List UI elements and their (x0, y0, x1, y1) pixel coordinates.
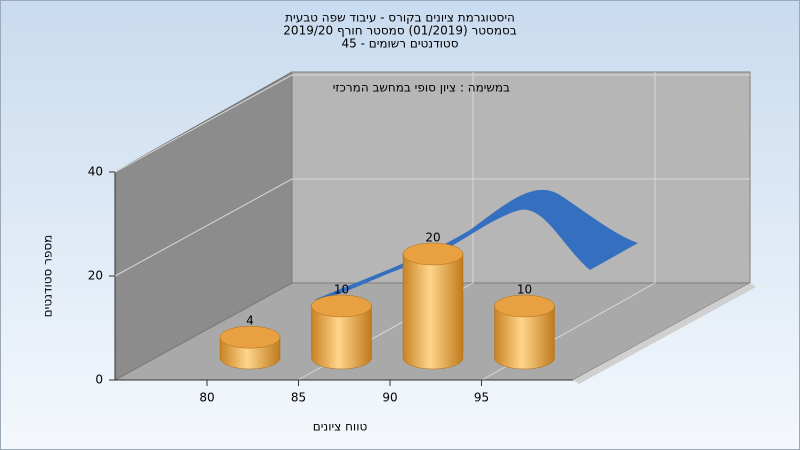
x-tick-label: 85 (291, 391, 306, 405)
x-tick-label: 80 (199, 391, 214, 405)
bar-top (402, 242, 464, 266)
bar-top (311, 294, 372, 318)
value-label: 10 (517, 283, 532, 297)
back-wall (291, 71, 751, 284)
x-tick-label: 95 (474, 391, 489, 405)
y-tick-label: 0 (95, 373, 103, 387)
bar (311, 305, 372, 370)
chart-title: היסטוגרמת ציונים בקורס - עיבוד שפה טבעית (285, 11, 515, 25)
value-label: 4 (246, 314, 254, 328)
y-tick-label: 20 (88, 269, 103, 283)
bar-top (494, 294, 555, 318)
chart-title: בסמסטר (01/2019) סמסטר חורף 2019/20 (283, 24, 516, 38)
bar (494, 305, 555, 370)
bar (402, 253, 464, 370)
x-axis-label: טווח ציונים (313, 420, 368, 434)
annotation: במשימה : ציון סופי במחשב המרכזי (333, 81, 510, 95)
chart-title: סטודנטים רשומים - 45 (341, 37, 458, 51)
y-axis-label: מספר סטודנטים (41, 235, 55, 318)
fit-curve (314, 189, 638, 300)
y-tick-label: 40 (88, 165, 103, 179)
grid-line (114, 178, 293, 277)
value-label: 10 (334, 283, 349, 297)
grid-line (114, 74, 293, 173)
x-tick-label: 90 (382, 391, 397, 405)
value-label: 20 (425, 231, 440, 245)
floor-edge (573, 283, 756, 384)
bar-top (219, 325, 281, 349)
